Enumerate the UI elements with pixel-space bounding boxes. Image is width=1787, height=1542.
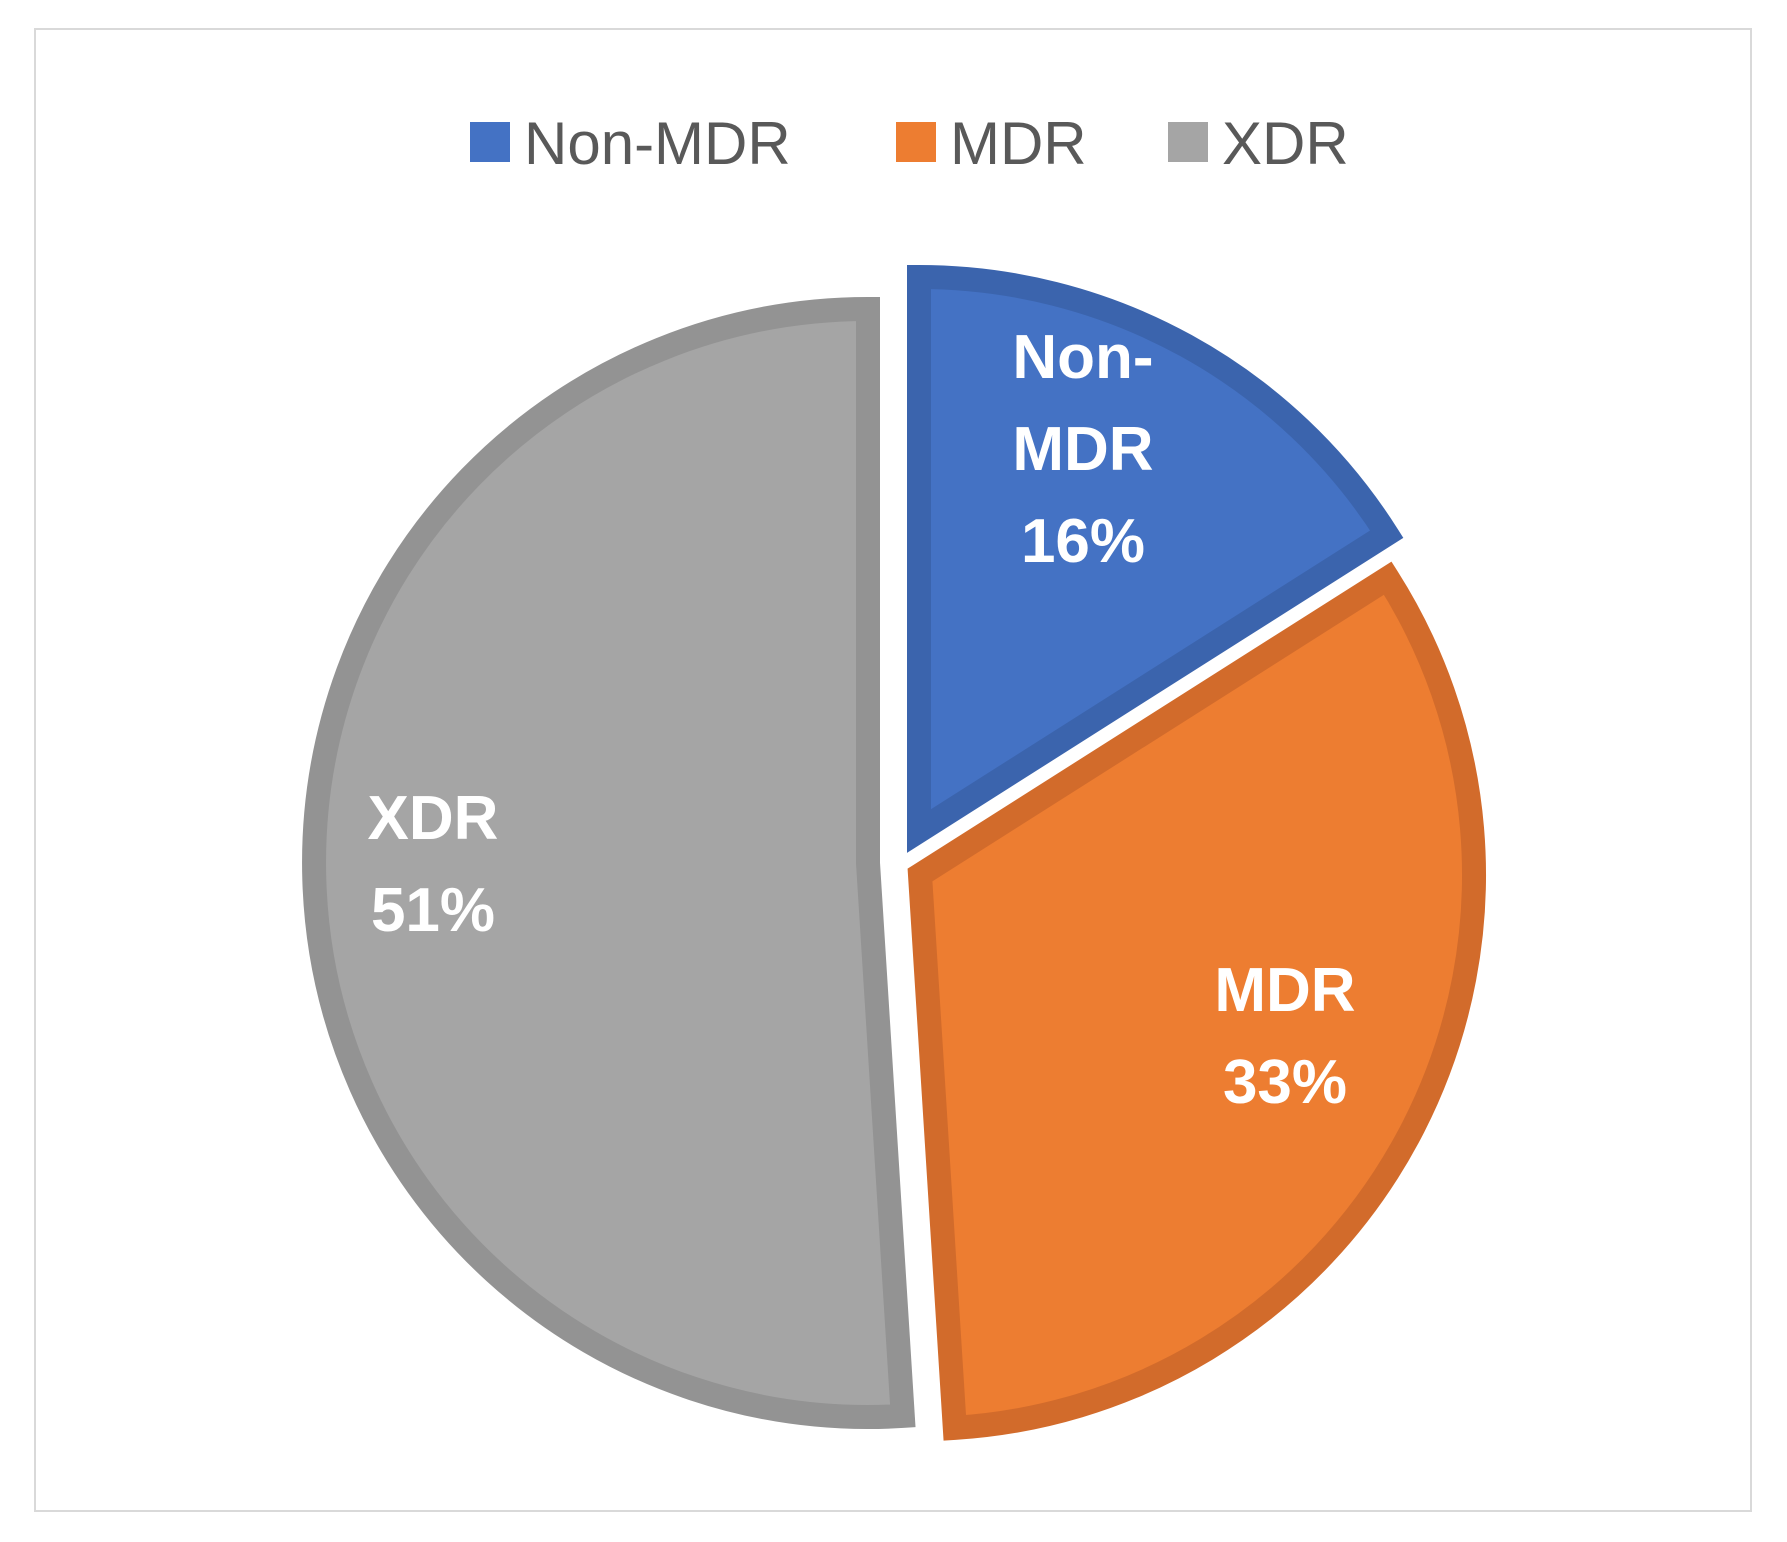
pie-slice-mdr [907, 561, 1487, 1441]
legend-entry-non-mdr: Non-MDR [470, 110, 791, 177]
slice-label-line: 51% [371, 876, 495, 945]
legend-entry-xdr: XDR [1168, 110, 1349, 177]
legend-swatch-non-mdr [470, 122, 510, 162]
slice-label-line: XDR [368, 784, 499, 853]
legend-label-xdr: XDR [1222, 110, 1349, 177]
slice-label-line: Non- [1012, 323, 1153, 392]
slice-label-line: MDR [1214, 956, 1355, 1025]
pie-slice-non-mdr [907, 264, 1404, 853]
pie-slices [302, 264, 1487, 1441]
legend-swatch-xdr [1168, 122, 1208, 162]
slice-label-line: 33% [1223, 1048, 1347, 1117]
slice-label-line: 16% [1021, 507, 1145, 576]
pie-slice-xdr [302, 296, 916, 1429]
legend-label-mdr: MDR [950, 110, 1087, 177]
slice-label-non-mdr: Non- MDR 16% [1012, 323, 1153, 576]
slice-labels: Non- MDR 16% MDR 33% XDR 51% [368, 323, 1356, 1117]
legend-entry-mdr: MDR [896, 110, 1087, 177]
slice-label-xdr: XDR 51% [368, 784, 499, 945]
legend-label-non-mdr: Non-MDR [524, 110, 791, 177]
legend: Non-MDR MDR XDR [470, 110, 1349, 177]
slice-label-mdr: MDR 33% [1214, 956, 1355, 1117]
slice-label-line: MDR [1012, 415, 1153, 484]
legend-swatch-mdr [896, 122, 936, 162]
